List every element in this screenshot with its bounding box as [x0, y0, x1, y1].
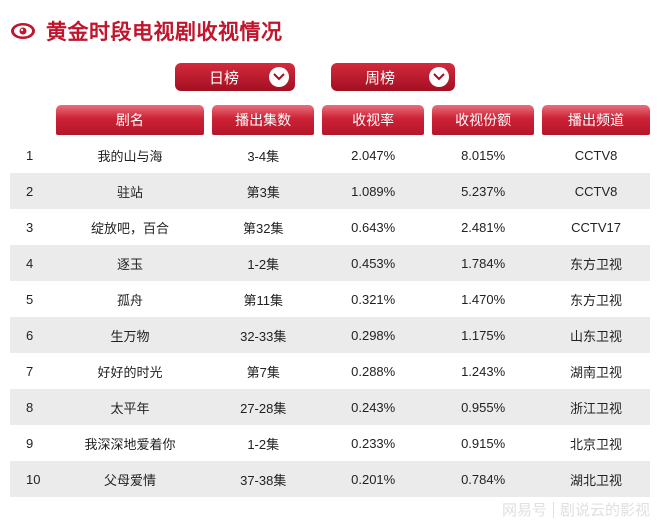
row-rank: 4 — [26, 255, 34, 271]
share-value: 0.915% — [461, 435, 506, 451]
row-rank: 3 — [26, 219, 34, 235]
drama-name: 孤舟 — [117, 292, 144, 308]
share-value: 1.470% — [461, 291, 506, 307]
page-header: 黄金时段电视剧收视情况 — [10, 18, 283, 44]
episodes-aired: 27-28集 — [240, 400, 287, 416]
row-rank: 8 — [26, 399, 34, 415]
channel-name: 湖北卫视 — [570, 472, 623, 488]
row-rank: 1 — [26, 147, 34, 163]
channel-name: CCTV17 — [571, 219, 621, 235]
drama-name: 生万物 — [110, 328, 150, 344]
share-value: 8.015% — [461, 147, 506, 163]
ratings-table: 剧名 播出集数 收视率 收视份额 播出频道 1 我的山与海 3-4集 2.047% 8.… — [10, 105, 651, 497]
table-row: 3 绽放吧，百合 第32集 0.643% 2.481% CCTV17 — [10, 209, 650, 245]
drama-name: 父母爱情 — [104, 472, 157, 488]
watermark-divider — [552, 501, 554, 518]
chevron-down-icon — [269, 67, 289, 87]
rating-value: 0.321% — [351, 291, 396, 307]
share-value: 2.481% — [461, 219, 506, 235]
rating-value: 0.243% — [351, 399, 396, 415]
episodes-aired: 第32集 — [242, 220, 284, 236]
table-header: 剧名 播出集数 收视率 收视份额 播出频道 — [10, 105, 651, 135]
watermark-left: 网易号 — [501, 502, 547, 519]
table-row: 1 我的山与海 3-4集 2.047% 8.015% CCTV8 — [10, 137, 650, 173]
drama-name: 好好的时光 — [97, 364, 163, 380]
share-value: 1.175% — [461, 327, 506, 343]
drama-name: 驻站 — [117, 184, 144, 200]
channel-name: 东方卫视 — [570, 256, 623, 272]
column-header-share: 收视份额 — [432, 105, 535, 135]
table-row: 8 太平年 27-28集 0.243% 0.955% 浙江卫视 — [10, 389, 650, 425]
share-value: 0.955% — [461, 399, 506, 415]
rating-value: 2.047% — [351, 147, 396, 163]
episodes-aired: 1-2集 — [247, 256, 280, 272]
chevron-down-icon — [429, 67, 449, 87]
row-rank: 7 — [26, 363, 34, 379]
weekly-ranking-toggle[interactable]: 周榜 — [331, 63, 455, 91]
table-row: 5 孤舟 第11集 0.321% 1.470% 东方卫视 — [10, 281, 650, 317]
table-row: 4 逐玉 1-2集 0.453% 1.784% 东方卫视 — [10, 245, 650, 281]
rating-value: 1.089% — [351, 183, 396, 199]
drama-name: 绽放吧，百合 — [91, 220, 170, 236]
table-body: 1 我的山与海 3-4集 2.047% 8.015% CCTV8 2 驻站 第3集 1.089% 5… — [10, 137, 650, 497]
share-value: 1.784% — [461, 255, 506, 271]
table-row: 6 生万物 32-33集 0.298% 1.175% 山东卫视 — [10, 317, 650, 353]
table-row: 9 我深深地爱着你 1-2集 0.233% 0.915% 北京卫视 — [10, 425, 650, 461]
rating-value: 0.298% — [351, 327, 396, 343]
column-header-rating: 收视率 — [322, 105, 425, 135]
weekly-ranking-label: 周榜 — [365, 69, 396, 87]
channel-name: 北京卫视 — [570, 436, 623, 452]
drama-name: 逐玉 — [117, 256, 144, 272]
rating-value: 0.643% — [351, 219, 396, 235]
daily-ranking-toggle[interactable]: 日榜 — [175, 63, 295, 91]
rating-value: 0.233% — [351, 435, 396, 451]
column-header-episodes: 播出集数 — [212, 105, 315, 135]
page-title: 黄金时段电视剧收视情况 — [46, 21, 283, 44]
rating-value: 0.288% — [351, 363, 396, 379]
episodes-aired: 37-38集 — [240, 472, 287, 488]
table-row: 10 父母爱情 37-38集 0.201% 0.784% 湖北卫视 — [10, 461, 650, 497]
column-header-name: 剧名 — [55, 105, 205, 135]
table-row: 7 好好的时光 第7集 0.288% 1.243% 湖南卫视 — [10, 353, 650, 389]
rating-value: 0.453% — [351, 255, 396, 271]
row-rank: 6 — [26, 327, 34, 343]
channel-name: CCTV8 — [574, 183, 618, 199]
drama-name: 我的山与海 — [97, 148, 163, 164]
share-value: 1.243% — [461, 363, 506, 379]
column-header-channel: 播出频道 — [542, 105, 651, 135]
row-rank: 5 — [26, 291, 34, 307]
share-value: 5.237% — [461, 183, 506, 199]
share-value: 0.784% — [461, 471, 506, 487]
drama-name: 我深深地爱着你 — [84, 436, 176, 452]
rank-header — [10, 105, 48, 135]
watermark-right: 剧说云的影视 — [559, 502, 650, 519]
table-row: 2 驻站 第3集 1.089% 5.237% CCTV8 — [10, 173, 650, 209]
daily-ranking-label: 日榜 — [209, 69, 240, 87]
episodes-aired: 第7集 — [246, 364, 280, 380]
eye-icon — [10, 21, 36, 41]
episodes-aired: 3-4集 — [247, 148, 280, 164]
episodes-aired: 1-2集 — [247, 436, 280, 452]
channel-name: 浙江卫视 — [570, 400, 623, 416]
watermark: 网易号 剧说云的影视 — [502, 499, 650, 520]
row-rank: 2 — [26, 183, 34, 199]
episodes-aired: 32-33集 — [240, 328, 287, 344]
channel-name: 东方卫视 — [570, 292, 623, 308]
drama-name: 太平年 — [110, 400, 150, 416]
channel-name: 湖南卫视 — [570, 364, 623, 380]
channel-name: 山东卫视 — [570, 328, 623, 344]
row-rank: 9 — [26, 435, 34, 451]
channel-name: CCTV8 — [574, 147, 618, 163]
rating-value: 0.201% — [351, 471, 396, 487]
row-rank: 10 — [26, 471, 41, 487]
episodes-aired: 第11集 — [243, 292, 283, 308]
episodes-aired: 第3集 — [246, 184, 280, 200]
